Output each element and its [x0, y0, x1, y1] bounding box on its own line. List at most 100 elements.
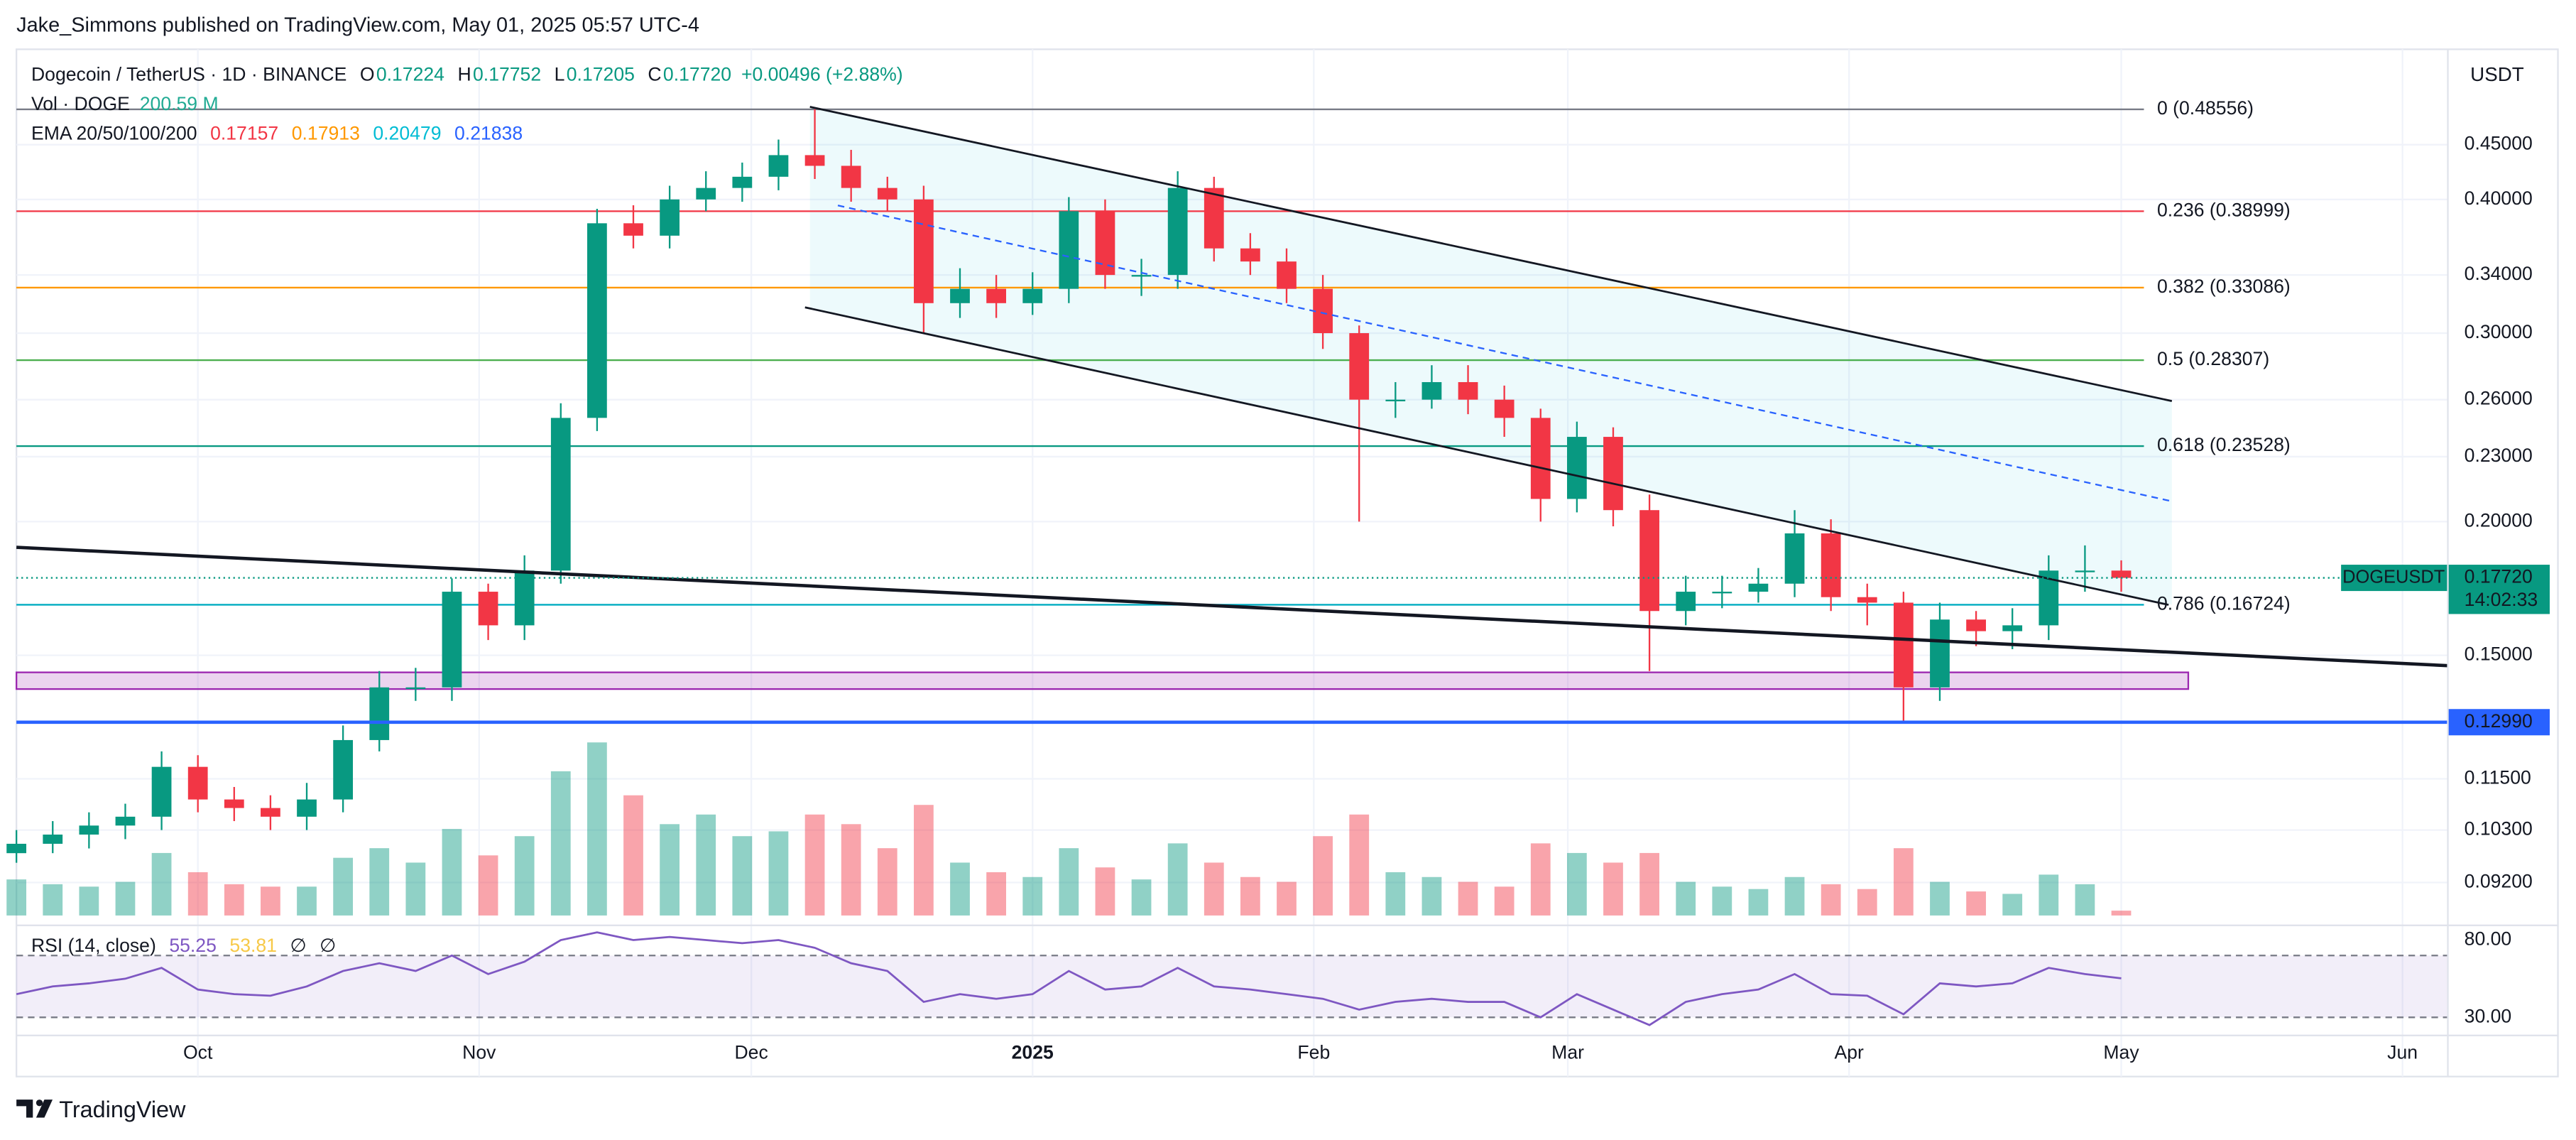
- candle-body: [587, 223, 607, 418]
- candle-body: [514, 570, 535, 626]
- candle-body: [115, 816, 136, 826]
- candle-body: [1131, 275, 1152, 277]
- volume-bar: [2002, 894, 2023, 916]
- header: Jake_Simmons published on TradingView.co…: [16, 14, 699, 37]
- y-tick-label: 0.15000: [2465, 644, 2533, 665]
- volume-bar: [950, 862, 970, 916]
- candle-body: [696, 188, 716, 200]
- candle-body: [877, 188, 897, 200]
- legend-item: Vol · DOGE: [31, 93, 130, 114]
- candle-body: [950, 288, 970, 303]
- legend-item: C: [648, 63, 661, 85]
- fib-label: 0.786 (0.16724): [2157, 592, 2291, 614]
- candle-body: [2075, 570, 2095, 572]
- candle-body: [660, 199, 680, 236]
- volume-bar: [1095, 867, 1115, 916]
- candle-body: [623, 223, 643, 236]
- legend-item: 0.17224: [376, 63, 444, 85]
- volume-bar: [732, 836, 753, 916]
- candle-body: [1494, 399, 1515, 418]
- x-tick-label: 2025: [1012, 1041, 1054, 1063]
- legend-item: RSI (14, close): [31, 935, 156, 956]
- volume-bar: [1349, 814, 1370, 916]
- legend-item: 0.21838: [454, 123, 523, 144]
- volume-bar: [79, 886, 99, 916]
- fib-label: 0 (0.48556): [2157, 97, 2254, 119]
- candle-body: [1022, 288, 1043, 303]
- candle-body: [1712, 592, 1732, 594]
- y-tick-label: 0.45000: [2465, 133, 2533, 154]
- candle-body: [732, 176, 753, 188]
- volume-bar: [514, 836, 535, 916]
- axis-unit: USDT: [2470, 63, 2524, 85]
- volume-bar: [151, 852, 172, 916]
- x-tick-label: Oct: [183, 1041, 213, 1063]
- fib-label: 0.236 (0.38999): [2157, 199, 2291, 220]
- candle-body: [804, 155, 825, 166]
- volume-bar: [587, 742, 607, 916]
- candle-body: [1530, 418, 1551, 499]
- candle-body: [1313, 288, 1333, 334]
- legend-row: Vol · DOGE 200.59 M: [31, 93, 219, 114]
- volume-bar: [914, 805, 934, 916]
- volume-bar: [478, 855, 498, 916]
- volume-bar: [224, 884, 244, 916]
- candle-body: [1639, 510, 1659, 612]
- volume-bar: [1821, 884, 1841, 916]
- legend-item: Dogecoin / TetherUS · 1D · BINANCE: [31, 63, 346, 85]
- y-tick-label: 0.34000: [2465, 263, 2533, 284]
- channel-mid: [837, 205, 2173, 502]
- volume-bar: [1131, 879, 1152, 916]
- volume-bar: [1059, 848, 1079, 916]
- candle-body: [1349, 333, 1370, 400]
- volume-bar: [1930, 881, 1950, 916]
- volume-bar: [297, 886, 317, 916]
- fib-label: 0.382 (0.33086): [2157, 276, 2291, 297]
- candle-body: [841, 165, 861, 188]
- volume-bar: [1167, 843, 1188, 916]
- trendline: [16, 545, 2448, 668]
- candle-body: [1930, 619, 1950, 688]
- price-tag: [2447, 565, 2550, 614]
- y-tick-label: 0.10300: [2465, 818, 2533, 840]
- volume-bar: [1240, 876, 1260, 916]
- fib-label: 0.5 (0.28307): [2157, 348, 2269, 369]
- volume-bar: [1204, 862, 1224, 916]
- legend-item: 53.81: [229, 935, 277, 956]
- volume-bar: [986, 872, 1006, 916]
- x-tick-label: Nov: [462, 1041, 496, 1063]
- candle-body: [369, 687, 390, 740]
- candle-body: [405, 687, 426, 690]
- volume-bar: [660, 824, 680, 916]
- legend-item: 0.17720: [663, 63, 731, 85]
- legend-item: 55.25: [169, 935, 217, 956]
- volume-bar: [1748, 889, 1769, 916]
- legend-item: +0.00496 (+2.88%): [741, 63, 903, 85]
- candle-body: [550, 418, 571, 571]
- candle-body: [2002, 625, 2023, 631]
- volume-bar: [550, 771, 571, 916]
- candle-body: [79, 825, 99, 835]
- legend-item: ∅: [320, 935, 336, 956]
- y-tick-label: 0.26000: [2465, 388, 2533, 409]
- channel-upper: [809, 106, 2173, 402]
- x-tick-label: Dec: [734, 1041, 768, 1063]
- candle-body: [43, 834, 63, 844]
- legend-item: EMA 20/50/100/200: [31, 123, 197, 144]
- legend-item: L: [555, 63, 565, 85]
- volume-bar: [696, 814, 716, 916]
- candle-body: [187, 766, 208, 800]
- candle-body: [1385, 399, 1406, 401]
- candle-body: [442, 592, 462, 688]
- volume-bar: [187, 872, 208, 916]
- volume-bar: [369, 848, 390, 916]
- rsi-tick-label: 30.00: [2465, 1005, 2512, 1026]
- candle-body: [1204, 188, 1224, 249]
- candle-body: [1821, 533, 1841, 597]
- volume-bar: [1712, 886, 1732, 916]
- rsi-band: [16, 955, 2448, 1018]
- y-tick-label: 0.40000: [2465, 188, 2533, 209]
- candle-body: [986, 288, 1006, 303]
- price-tag: [2447, 709, 2550, 736]
- volume-bar: [2039, 874, 2059, 916]
